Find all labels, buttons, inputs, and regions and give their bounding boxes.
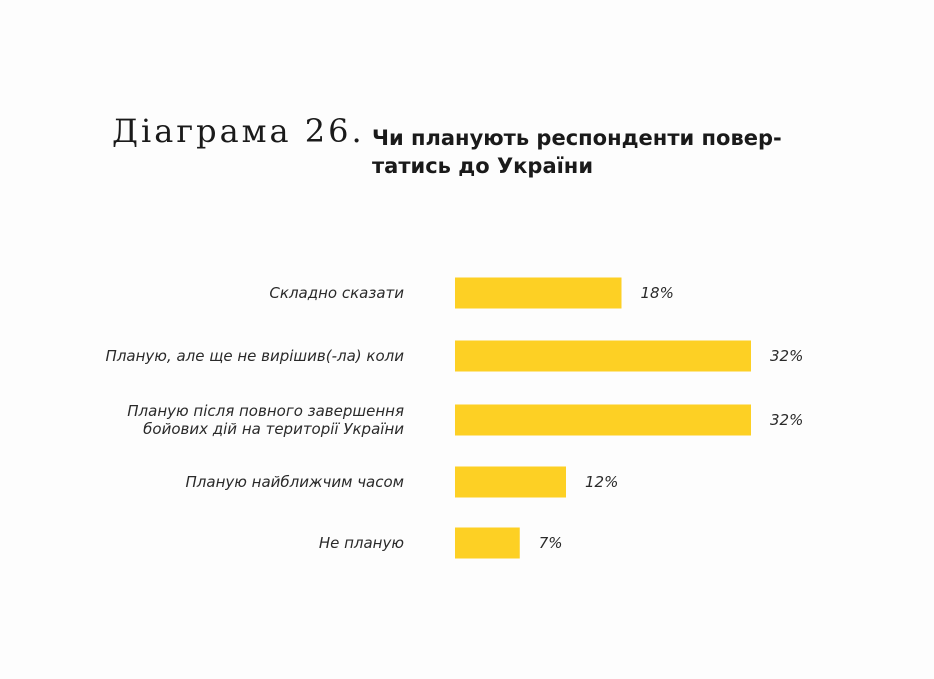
- bar-3: [455, 404, 751, 436]
- bar-5: [455, 527, 520, 559]
- value-label-4: 12%: [585, 473, 618, 491]
- chart-title: Чи планують респонденти повер- татись до…: [372, 124, 782, 180]
- value-label-1: 18%: [641, 284, 674, 302]
- value-label-5: 7%: [539, 534, 563, 552]
- chart-title-line-2: татись до України: [372, 154, 594, 178]
- chart-number: Діаграма 26.: [112, 112, 365, 150]
- bar-4: [455, 466, 566, 498]
- category-label-5: Не планую: [319, 534, 404, 552]
- category-label-3-line-2: бойових дій на території України: [143, 420, 404, 438]
- value-label-3: 32%: [770, 411, 803, 429]
- bar-2: [455, 340, 751, 372]
- chart-title-line-1: Чи планують респонденти повер-: [372, 126, 782, 150]
- value-label-2: 32%: [770, 347, 803, 365]
- category-label-1: Складно сказати: [269, 284, 404, 302]
- category-label-4: Планую найближчим часом: [186, 473, 404, 491]
- category-label-2: Планую, але ще не вирішив(-ла) коли: [106, 347, 405, 365]
- category-label-3-line-1: Планую після повного завершення: [127, 402, 404, 420]
- bar-1: [455, 277, 622, 309]
